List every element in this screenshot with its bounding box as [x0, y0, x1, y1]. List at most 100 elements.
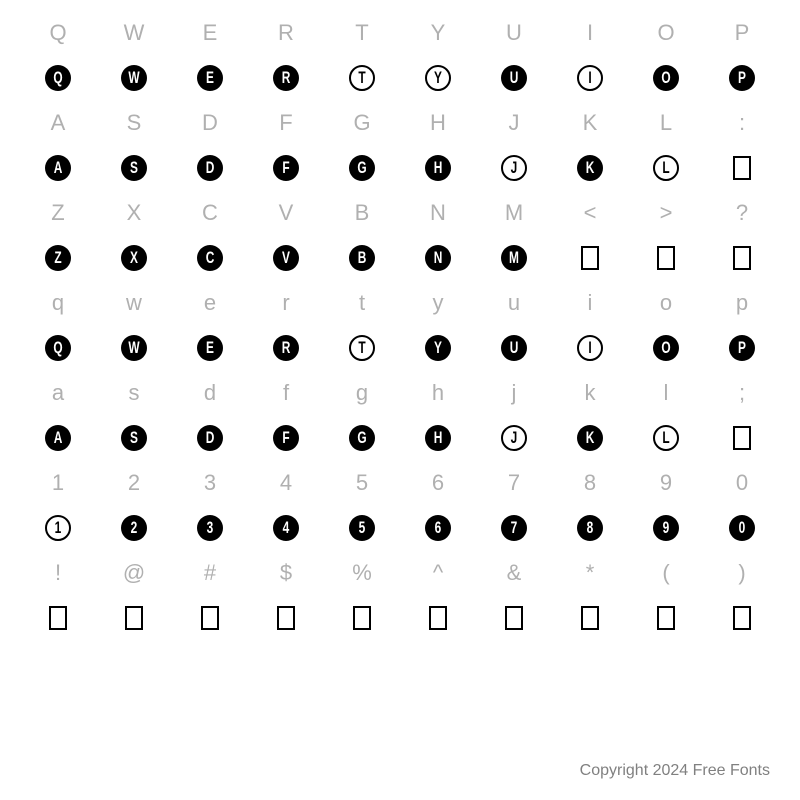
char-label-text: :: [739, 110, 745, 136]
glyph-letter: 0: [733, 515, 751, 541]
circled-glyph: X: [121, 245, 147, 271]
circled-glyph: 3: [197, 515, 223, 541]
glyph-cell: [400, 595, 476, 640]
char-label-text: ): [738, 560, 745, 586]
char-label-text: V: [279, 200, 294, 226]
circled-glyph: I: [577, 335, 603, 361]
char-label-text: G: [353, 110, 370, 136]
glyph-cell: [96, 595, 172, 640]
char-label: T: [324, 10, 400, 55]
circled-glyph: V: [273, 245, 299, 271]
char-label: #: [172, 550, 248, 595]
glyph-cell: E: [172, 325, 248, 370]
glyph-cell: [704, 415, 780, 460]
char-label-text: N: [430, 200, 446, 226]
glyph-letter: L: [657, 155, 675, 181]
char-label: 1: [20, 460, 96, 505]
circled-glyph: 1: [45, 515, 71, 541]
char-label-text: 0: [736, 470, 748, 496]
glyph-letter: O: [657, 335, 675, 361]
glyph-row: QWERTYUIOP: [20, 55, 780, 100]
glyph-letter: W: [125, 335, 143, 361]
circled-glyph: W: [121, 65, 147, 91]
char-label-text: W: [124, 20, 145, 46]
glyph-cell: 9: [628, 505, 704, 550]
char-label: N: [400, 190, 476, 235]
char-label: $: [248, 550, 324, 595]
glyph-cell: C: [172, 235, 248, 280]
char-label-text: @: [123, 560, 145, 586]
glyph-row: ZXCVBNM: [20, 235, 780, 280]
circled-glyph: O: [653, 335, 679, 361]
char-label: h: [400, 370, 476, 415]
char-label-text: q: [52, 290, 64, 316]
char-label-text: 9: [660, 470, 672, 496]
char-label: E: [172, 10, 248, 55]
char-label: %: [324, 550, 400, 595]
glyph-letter: Y: [429, 65, 447, 91]
char-label-text: 4: [280, 470, 292, 496]
circled-glyph: E: [197, 335, 223, 361]
char-label: ?: [704, 190, 780, 235]
char-label-text: j: [512, 380, 517, 406]
circled-glyph: U: [501, 65, 527, 91]
char-label: 9: [628, 460, 704, 505]
circled-glyph: R: [273, 335, 299, 361]
circled-glyph: P: [729, 65, 755, 91]
char-label-text: s: [129, 380, 140, 406]
glyph-letter: W: [125, 65, 143, 91]
char-label-text: t: [359, 290, 365, 316]
glyph-cell: Y: [400, 55, 476, 100]
glyph-letter: D: [201, 425, 219, 451]
glyph-letter: 1: [49, 515, 67, 541]
glyph-cell: [324, 595, 400, 640]
glyph-cell: L: [628, 415, 704, 460]
char-label-text: y: [433, 290, 444, 316]
char-label-text: %: [352, 560, 372, 586]
char-label: L: [628, 100, 704, 145]
char-label-text: F: [279, 110, 292, 136]
empty-glyph-box: [505, 606, 523, 630]
glyph-letter: 7: [505, 515, 523, 541]
char-label-text: Z: [51, 200, 64, 226]
glyph-cell: [704, 595, 780, 640]
circled-glyph: G: [349, 155, 375, 181]
glyph-letter: A: [49, 155, 67, 181]
char-label: g: [324, 370, 400, 415]
char-label-text: 5: [356, 470, 368, 496]
glyph-letter: H: [429, 425, 447, 451]
glyph-cell: [476, 595, 552, 640]
glyph-cell: V: [248, 235, 324, 280]
glyph-letter: Q: [49, 335, 67, 361]
char-label-text: J: [509, 110, 520, 136]
char-label: 6: [400, 460, 476, 505]
char-label-text: 3: [204, 470, 216, 496]
char-label: p: [704, 280, 780, 325]
glyph-cell: Q: [20, 325, 96, 370]
glyph-letter: J: [505, 155, 523, 181]
char-label-text: E: [203, 20, 218, 46]
glyph-cell: S: [96, 415, 172, 460]
glyph-cell: J: [476, 145, 552, 190]
char-label-text: h: [432, 380, 444, 406]
glyph-cell: O: [628, 325, 704, 370]
glyph-letter: L: [657, 425, 675, 451]
circled-glyph: U: [501, 335, 527, 361]
char-label-text: X: [127, 200, 142, 226]
empty-glyph-box: [49, 606, 67, 630]
char-label: :: [704, 100, 780, 145]
char-label-text: B: [355, 200, 370, 226]
char-label-text: f: [283, 380, 289, 406]
char-label-text: P: [735, 20, 750, 46]
char-label-text: D: [202, 110, 218, 136]
empty-glyph-box: [581, 606, 599, 630]
circled-glyph: T: [349, 65, 375, 91]
glyph-cell: F: [248, 415, 324, 460]
glyph-letter: 5: [353, 515, 371, 541]
circled-glyph: Z: [45, 245, 71, 271]
glyph-cell: W: [96, 55, 172, 100]
char-label: R: [248, 10, 324, 55]
glyph-letter: F: [277, 155, 295, 181]
glyph-cell: Q: [20, 55, 96, 100]
glyph-cell: [704, 235, 780, 280]
